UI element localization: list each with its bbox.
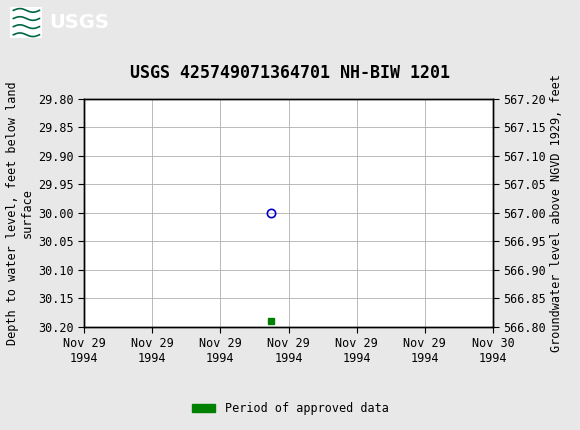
Text: USGS: USGS [49,13,109,32]
Y-axis label: Groundwater level above NGVD 1929, feet: Groundwater level above NGVD 1929, feet [550,74,563,352]
Legend: Period of approved data: Period of approved data [187,397,393,420]
Bar [10,7,42,38]
Y-axis label: Depth to water level, feet below land
surface: Depth to water level, feet below land su… [6,81,34,345]
Text: USGS 425749071364701 NH-BIW 1201: USGS 425749071364701 NH-BIW 1201 [130,64,450,83]
